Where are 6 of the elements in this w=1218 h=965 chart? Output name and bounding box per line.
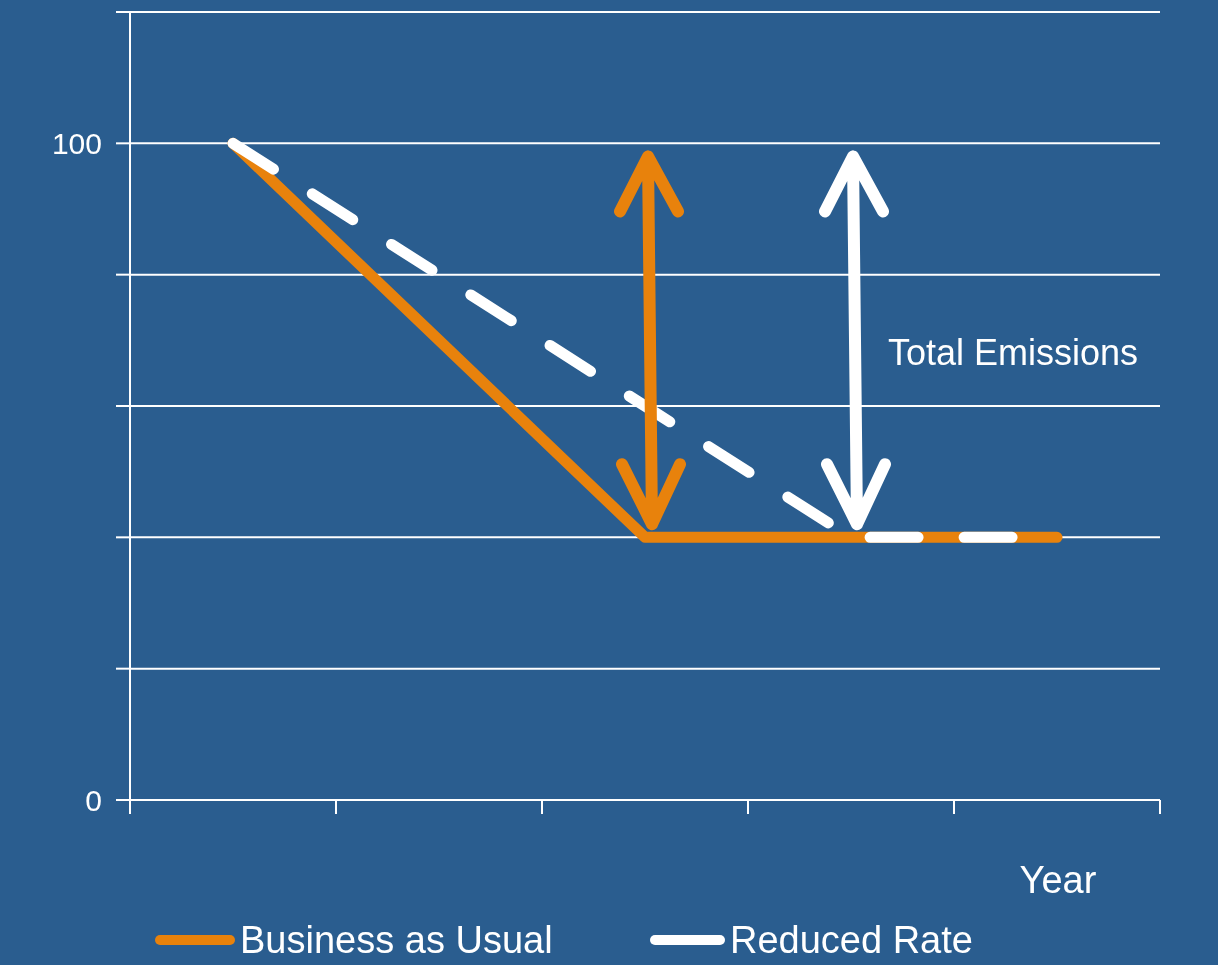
legend-label: Business as Usual xyxy=(240,919,553,961)
annotation: Total Emissions xyxy=(888,332,1139,374)
y-tick-label: 0 xyxy=(85,783,102,817)
legend-label: Reduced Rate xyxy=(730,919,973,961)
x-axis-title: Year xyxy=(1019,859,1097,901)
y-tick-label: 100 xyxy=(51,126,102,160)
